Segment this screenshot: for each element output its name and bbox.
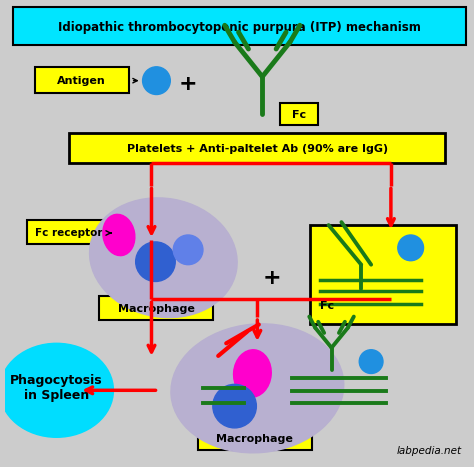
Text: +: + xyxy=(179,74,197,93)
Text: Macrophage: Macrophage xyxy=(216,434,293,444)
Circle shape xyxy=(359,350,383,374)
Text: Antigen: Antigen xyxy=(57,76,106,85)
Circle shape xyxy=(398,235,424,261)
FancyBboxPatch shape xyxy=(69,133,445,163)
Text: Macrophage: Macrophage xyxy=(118,304,195,314)
FancyBboxPatch shape xyxy=(310,225,456,324)
FancyBboxPatch shape xyxy=(99,297,213,320)
Ellipse shape xyxy=(234,350,271,397)
FancyBboxPatch shape xyxy=(27,220,110,244)
Text: Fc receptor: Fc receptor xyxy=(35,228,102,238)
FancyBboxPatch shape xyxy=(280,103,318,125)
Text: Fc: Fc xyxy=(319,301,334,311)
Circle shape xyxy=(173,235,203,265)
Text: Platelets + Anti-paltelet Ab (90% are IgG): Platelets + Anti-paltelet Ab (90% are Ig… xyxy=(127,144,388,154)
Circle shape xyxy=(136,242,175,282)
Text: Fc: Fc xyxy=(292,110,306,120)
Ellipse shape xyxy=(171,324,344,453)
Ellipse shape xyxy=(90,198,237,318)
Text: labpedia.net: labpedia.net xyxy=(397,446,462,456)
FancyBboxPatch shape xyxy=(13,7,466,45)
Circle shape xyxy=(213,384,256,428)
Ellipse shape xyxy=(0,343,113,437)
FancyBboxPatch shape xyxy=(35,67,129,92)
Text: Idiopathic thrombocytopenic purpura (ITP) mechanism: Idiopathic thrombocytopenic purpura (ITP… xyxy=(58,21,421,34)
Circle shape xyxy=(143,67,170,94)
Text: +: + xyxy=(263,268,282,288)
Ellipse shape xyxy=(103,214,135,255)
Text: Phagocytosis
in Spleen: Phagocytosis in Spleen xyxy=(10,375,103,402)
FancyBboxPatch shape xyxy=(198,426,312,450)
